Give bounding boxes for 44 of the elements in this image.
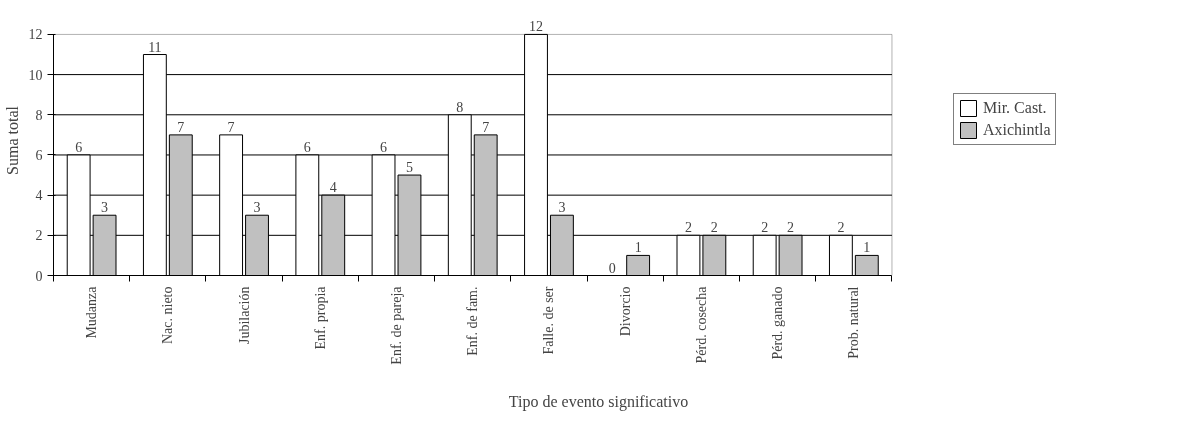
data-label: 5	[405, 160, 413, 176]
x-tick-label: Pérd. cosecha	[693, 285, 709, 364]
legend-label: Axichintla	[983, 121, 1051, 139]
data-label: 11	[148, 39, 162, 55]
data-label: 2	[761, 220, 769, 236]
data-label: 12	[529, 19, 543, 35]
data-label: 3	[253, 200, 261, 216]
x-tick-label: Divorcio	[617, 286, 633, 337]
y-tick-label: 4	[35, 188, 43, 204]
data-label: 2	[710, 220, 718, 236]
data-label: 2	[837, 220, 845, 236]
x-tick-label: Nac. nieto	[160, 286, 176, 345]
y-tick-label: 2	[35, 228, 43, 244]
y-tick-label: 8	[35, 107, 43, 123]
data-label: 6	[380, 139, 388, 155]
data-label: 4	[329, 180, 337, 196]
y-tick-label: 6	[35, 147, 43, 163]
data-label: 3	[101, 200, 109, 216]
data-label: 7	[177, 119, 185, 135]
y-axis-title: Suma total	[3, 105, 21, 175]
y-tick-label: 10	[28, 67, 43, 83]
x-tick-label: Prob. natural	[846, 286, 862, 359]
data-label: 0	[608, 260, 616, 276]
data-label: 8	[456, 99, 464, 115]
data-label: 7	[482, 119, 490, 135]
x-tick-label: Enf. de fam.	[465, 286, 481, 356]
legend-label: Mir. Cast.	[983, 99, 1047, 117]
data-label: 6	[303, 139, 311, 155]
data-label: 7	[227, 119, 235, 135]
x-tick-label: Enf. de pareja	[389, 285, 405, 365]
data-label: 3	[558, 200, 566, 216]
data-label: 1	[634, 240, 642, 256]
y-tick-label: 12	[28, 27, 43, 43]
data-label: 6	[75, 139, 83, 155]
x-tick-label: Falle. de ser	[541, 286, 557, 355]
data-label: 2	[684, 220, 692, 236]
x-tick-label: Jubilación	[236, 286, 252, 345]
y-tick-label: 0	[35, 268, 43, 284]
x-axis-title: Tipo de evento significativo	[508, 392, 689, 411]
data-label: 1	[863, 240, 871, 256]
data-label: 2	[787, 220, 795, 236]
x-tick-label: Pérd. ganado	[770, 286, 786, 360]
x-tick-label: Enf. propia	[312, 285, 328, 350]
x-tick-label: Mudanza	[84, 285, 100, 339]
